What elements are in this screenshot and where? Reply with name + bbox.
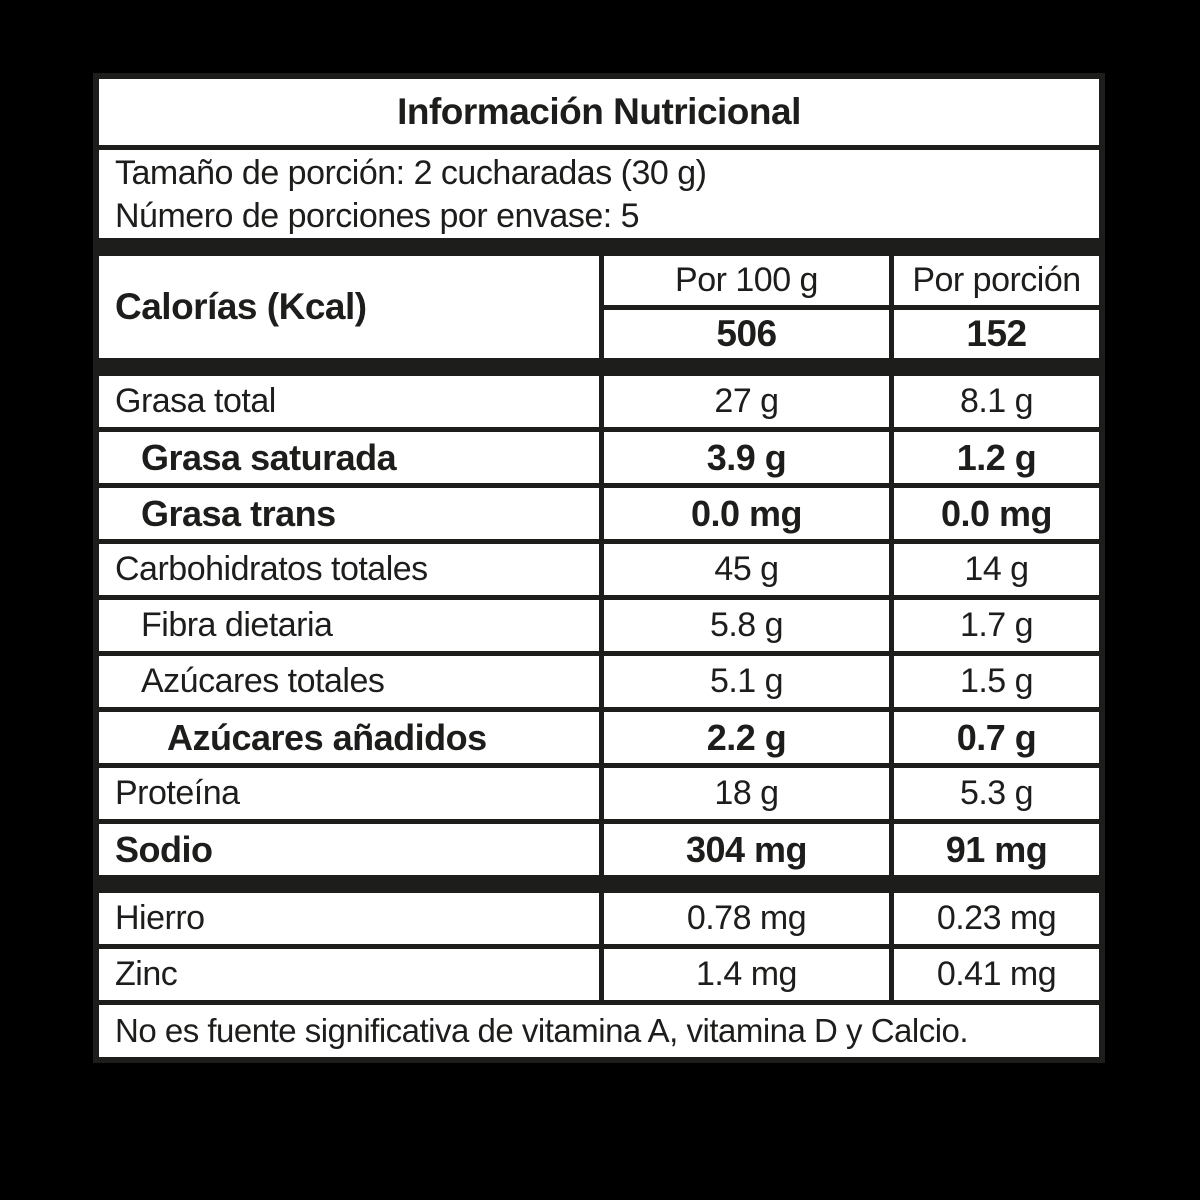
nutrient-per-100g: 45 g xyxy=(604,544,889,595)
nutrient-name: Fibra dietaria xyxy=(99,600,599,651)
nutrient-per-100g: 304 mg xyxy=(604,824,889,875)
nutrient-per-100g: 18 g xyxy=(604,768,889,819)
nutrient-per-100g: 2.2 g xyxy=(604,712,889,763)
nutrient-per-portion: 0.7 g xyxy=(894,712,1099,763)
nutrient-row-sodio: Sodio 304 mg 91 mg xyxy=(99,824,1099,875)
mineral-row-zinc: Zinc 1.4 mg 0.41 mg xyxy=(99,949,1099,1000)
per-100g-column-header: Por 100 g xyxy=(604,256,889,305)
nutrient-row-grasa-trans: Grasa trans 0.0 mg 0.0 mg xyxy=(99,488,1099,539)
calories-per-100g-value: 506 xyxy=(604,310,889,358)
nutrient-per-portion: 8.1 g xyxy=(894,376,1099,427)
nutrient-per-100g: 0.0 mg xyxy=(604,488,889,539)
serving-size-text: Tamaño de porción: 2 cucharadas (30 g) xyxy=(115,154,707,192)
per-portion-column-header: Por porción xyxy=(894,256,1099,305)
nutrient-name: Sodio xyxy=(99,824,599,875)
mineral-per-100g: 0.78 mg xyxy=(604,893,889,944)
nutrient-per-portion: 5.3 g xyxy=(894,768,1099,819)
nutrition-label: Información Nutricional Tamaño de porció… xyxy=(93,73,1105,1063)
mineral-per-portion: 0.41 mg xyxy=(894,949,1099,1000)
nutrient-per-100g: 27 g xyxy=(604,376,889,427)
mineral-row-hierro: Hierro 0.78 mg 0.23 mg xyxy=(99,893,1099,944)
nutrient-row-azucares-totales: Azúcares totales 5.1 g 1.5 g xyxy=(99,656,1099,707)
nutrient-per-portion: 1.2 g xyxy=(894,432,1099,483)
mineral-per-100g: 1.4 mg xyxy=(604,949,889,1000)
label-title: Información Nutricional xyxy=(99,79,1099,145)
nutrient-per-100g: 5.8 g xyxy=(604,600,889,651)
nutrient-row-proteina: Proteína 18 g 5.3 g xyxy=(99,768,1099,819)
nutrient-name: Grasa saturada xyxy=(99,432,599,483)
nutrient-name: Grasa total xyxy=(99,376,599,427)
nutrient-per-portion: 91 mg xyxy=(894,824,1099,875)
nutrient-name: Azúcares totales xyxy=(99,656,599,707)
serving-info: Tamaño de porción: 2 cucharadas (30 g) N… xyxy=(99,150,1099,238)
mineral-name: Zinc xyxy=(99,949,599,1000)
nutrient-name: Carbohidratos totales xyxy=(99,544,599,595)
footnote: No es fuente significativa de vitamina A… xyxy=(99,1005,1099,1057)
calories-label: Calorías (Kcal) xyxy=(99,256,599,358)
nutrient-name: Grasa trans xyxy=(99,488,599,539)
mineral-per-portion: 0.23 mg xyxy=(894,893,1099,944)
nutrient-row-grasa-total: Grasa total 27 g 8.1 g xyxy=(99,376,1099,427)
nutrient-per-portion: 1.5 g xyxy=(894,656,1099,707)
nutrient-row-fibra: Fibra dietaria 5.8 g 1.7 g xyxy=(99,600,1099,651)
mineral-name: Hierro xyxy=(99,893,599,944)
nutrient-per-portion: 0.0 mg xyxy=(894,488,1099,539)
calories-per-portion-value: 152 xyxy=(894,310,1099,358)
nutrient-name: Azúcares añadidos xyxy=(99,712,599,763)
calories-section: Calorías (Kcal) Por 100 g Por porción 50… xyxy=(99,256,1099,358)
nutrient-per-portion: 14 g xyxy=(894,544,1099,595)
nutrient-per-portion: 1.7 g xyxy=(894,600,1099,651)
nutrient-name: Proteína xyxy=(99,768,599,819)
nutrient-per-100g: 5.1 g xyxy=(604,656,889,707)
nutrient-per-100g: 3.9 g xyxy=(604,432,889,483)
nutrient-row-carbohidratos: Carbohidratos totales 45 g 14 g xyxy=(99,544,1099,595)
servings-per-container-text: Número de porciones por envase: 5 xyxy=(115,197,640,235)
nutrient-row-grasa-saturada: Grasa saturada 3.9 g 1.2 g xyxy=(99,432,1099,483)
nutrient-row-azucares-anadidos: Azúcares añadidos 2.2 g 0.7 g xyxy=(99,712,1099,763)
